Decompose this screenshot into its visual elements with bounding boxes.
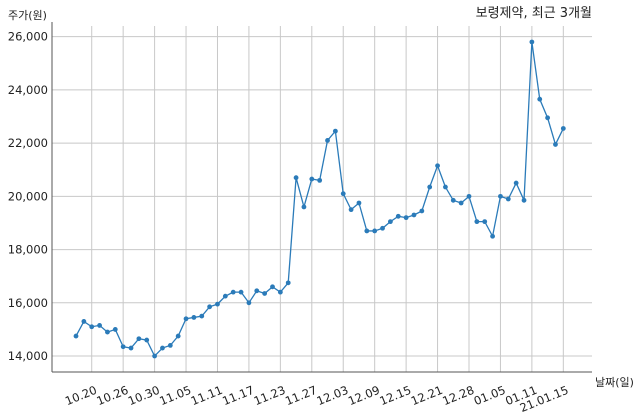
data-point xyxy=(207,304,213,310)
y-tick-label: 20,000 xyxy=(8,189,48,203)
x-tick-label: 11.11 xyxy=(189,383,225,408)
data-point xyxy=(199,313,205,319)
y-tick-label: 14,000 xyxy=(8,349,48,363)
x-tick-label: 11.05 xyxy=(157,383,193,408)
data-point xyxy=(285,280,291,286)
y-tick-label: 26,000 xyxy=(8,30,48,44)
data-point xyxy=(325,138,330,143)
data-point xyxy=(152,353,158,359)
data-point xyxy=(128,345,134,351)
data-point xyxy=(411,212,417,218)
data-point xyxy=(81,319,87,324)
data-point xyxy=(160,345,165,351)
data-point xyxy=(340,191,346,197)
x-tick-label: 10.20 xyxy=(63,383,99,408)
data-point xyxy=(144,337,150,343)
series xyxy=(73,39,566,359)
data-point xyxy=(309,176,315,182)
data-point xyxy=(136,336,142,342)
x-tick-label: 11.27 xyxy=(283,383,319,408)
grid xyxy=(52,26,592,372)
data-point xyxy=(89,324,95,330)
x-axis-title: 날짜(일) xyxy=(595,375,634,389)
data-point xyxy=(222,293,228,299)
axes xyxy=(51,22,592,373)
data-point xyxy=(498,193,503,199)
x-tick-label: 12.03 xyxy=(315,383,351,408)
series-line xyxy=(75,41,564,358)
data-point xyxy=(364,228,370,234)
data-point xyxy=(183,316,189,322)
data-point xyxy=(537,96,543,102)
data-point xyxy=(427,184,433,190)
x-tick-label: 12.28 xyxy=(440,383,476,408)
x-tick-label: 12.09 xyxy=(346,383,382,408)
data-point xyxy=(403,215,409,221)
x-tick-label: 11.23 xyxy=(252,383,288,408)
data-point xyxy=(238,289,244,295)
data-point xyxy=(270,284,275,290)
data-point xyxy=(73,333,79,339)
data-point xyxy=(112,327,118,332)
data-point xyxy=(490,233,495,239)
data-point xyxy=(513,180,519,186)
data-point xyxy=(293,175,299,181)
data-point xyxy=(215,301,220,307)
data-point xyxy=(482,219,488,225)
data-point xyxy=(191,315,197,320)
data-point xyxy=(175,333,181,339)
data-point xyxy=(419,208,425,214)
data-point xyxy=(388,219,393,225)
data-point xyxy=(466,193,472,199)
y-tick-label: 24,000 xyxy=(8,83,48,97)
data-point xyxy=(317,177,323,183)
data-point xyxy=(97,323,102,328)
x-tick-labels: 10.2010.2610.3011.0511.1111.1711.2311.27… xyxy=(63,383,570,414)
data-point xyxy=(230,289,236,295)
data-point xyxy=(521,197,527,203)
data-point xyxy=(262,291,268,296)
data-point xyxy=(348,207,354,213)
data-point xyxy=(505,196,511,202)
y-tick-label: 18,000 xyxy=(8,243,48,257)
y-tick-label: 22,000 xyxy=(8,136,48,150)
y-axis-title: 주가(원) xyxy=(8,9,47,22)
data-point xyxy=(545,115,550,121)
data-point xyxy=(395,213,401,219)
data-point xyxy=(458,200,464,206)
data-point xyxy=(450,197,456,203)
data-point xyxy=(474,219,480,225)
data-point xyxy=(277,289,283,295)
x-tick-label: 11.17 xyxy=(220,383,256,408)
data-point xyxy=(560,126,566,131)
y-tick-label: 16,000 xyxy=(8,296,48,310)
data-point xyxy=(120,344,126,350)
data-point xyxy=(443,184,448,190)
x-tick-label: 10.26 xyxy=(95,383,131,408)
chart-title: 보령제약, 최근 3개월 xyxy=(476,6,592,21)
data-point xyxy=(301,204,307,210)
data-point xyxy=(372,228,378,234)
y-tick-labels: 14,000 16,000 18,000 20,000 22,000 24,000 26,0… xyxy=(8,30,48,363)
data-point xyxy=(435,163,440,169)
data-point xyxy=(332,128,338,134)
data-point xyxy=(246,300,252,306)
data-point xyxy=(254,288,260,294)
data-point xyxy=(356,200,362,206)
data-point xyxy=(529,39,535,45)
x-tick-label: 01.05 xyxy=(472,383,508,408)
x-tick-label: 12.15 xyxy=(377,383,413,408)
data-point xyxy=(380,225,385,231)
x-tick-label: 10.30 xyxy=(126,383,162,408)
data-point xyxy=(167,342,173,348)
data-point xyxy=(553,142,558,147)
x-tick-label: 12.21 xyxy=(409,383,445,408)
data-point xyxy=(105,329,110,335)
